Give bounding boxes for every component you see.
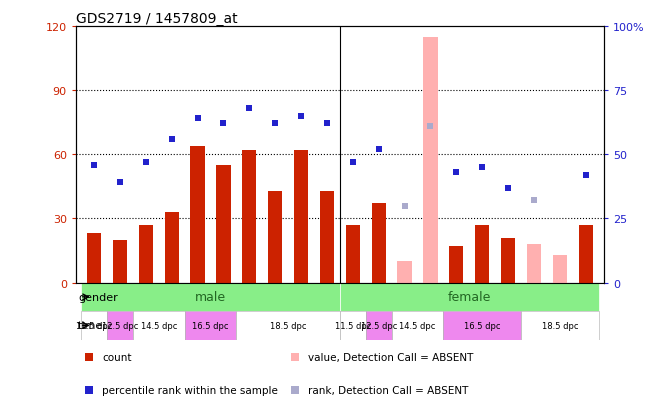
Text: 14.5 dpc: 14.5 dpc [141,321,177,330]
Text: percentile rank within the sample: percentile rank within the sample [102,385,278,394]
Bar [242,151,257,283]
Bar [81,311,107,340]
Bar [185,311,236,340]
Bar [133,311,185,340]
Bar [139,225,153,283]
Bar [81,283,340,311]
Text: 12.5 dpc: 12.5 dpc [360,321,397,330]
Bar [320,191,334,283]
Bar [87,234,101,283]
Text: GDS2719 / 1457809_at: GDS2719 / 1457809_at [76,12,238,26]
Bar [164,212,179,283]
Bar [527,244,541,283]
Bar [191,146,205,283]
Bar [579,225,593,283]
Bar [391,311,444,340]
Bar [113,240,127,283]
Bar [501,238,515,283]
Bar [107,311,133,340]
Bar [553,255,567,283]
Text: 16.5 dpc: 16.5 dpc [192,321,229,330]
Text: male: male [195,291,226,304]
Bar [444,311,521,340]
Text: rank, Detection Call = ABSENT: rank, Detection Call = ABSENT [308,385,469,394]
Text: time: time [78,320,103,330]
Bar [294,151,308,283]
Bar [346,225,360,283]
Bar [366,311,391,340]
Bar [340,311,366,340]
Text: 16.5 dpc: 16.5 dpc [464,321,500,330]
Text: 11.5 dpc: 11.5 dpc [76,321,112,330]
Text: female: female [447,291,491,304]
Bar [423,38,438,283]
Text: 12.5 dpc: 12.5 dpc [102,321,138,330]
Bar [475,225,489,283]
Bar [397,261,412,283]
Text: 18.5 dpc: 18.5 dpc [542,321,578,330]
Text: 11.5 dpc: 11.5 dpc [335,321,371,330]
Bar [216,166,230,283]
Bar [372,204,386,283]
Bar [449,247,463,283]
Text: gender: gender [78,292,117,302]
Text: value, Detection Call = ABSENT: value, Detection Call = ABSENT [308,353,474,363]
Bar [268,191,282,283]
Text: 14.5 dpc: 14.5 dpc [399,321,436,330]
Bar [340,283,599,311]
Bar [236,311,340,340]
Bar [521,311,599,340]
Text: 18.5 dpc: 18.5 dpc [270,321,306,330]
Text: count: count [102,353,132,363]
